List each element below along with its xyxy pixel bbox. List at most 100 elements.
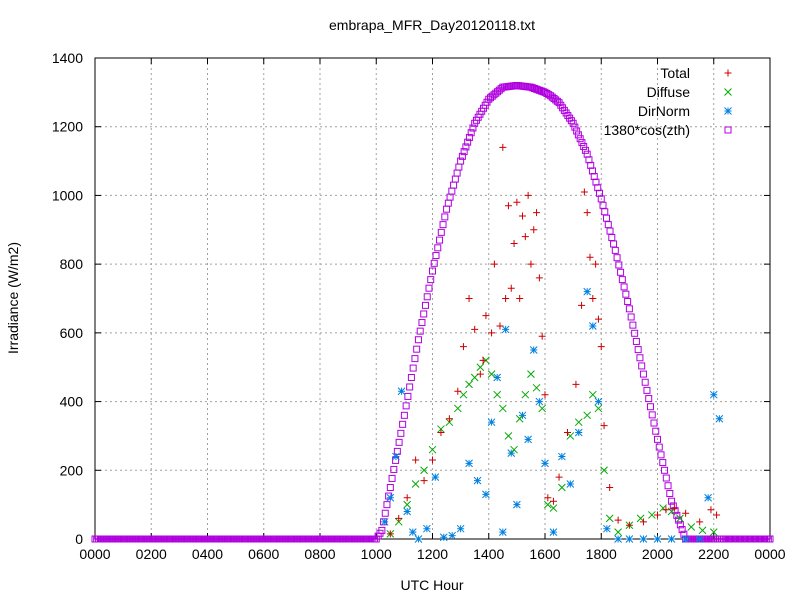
y-tick-label: 0 [75,531,83,547]
legend-label: Diffuse [647,84,691,100]
data-point [465,380,473,389]
data-point [444,199,452,207]
data-point [662,474,670,482]
data-point [549,497,557,505]
data-point [594,404,603,413]
data-point [574,428,583,437]
data-point [709,528,718,536]
data-point [594,315,602,323]
data-point [592,260,600,268]
x-tick-label: 0800 [304,546,335,562]
data-point [614,535,622,543]
data-point [664,482,672,490]
data-point [625,305,633,313]
series-layer [91,81,774,543]
y-tick-label: 200 [60,462,84,478]
x-tick-label: 0200 [136,546,167,562]
data-point [482,312,490,320]
data-point [459,343,467,351]
data-point [578,301,586,309]
x-tick-label: 1000 [361,546,392,562]
data-point [645,395,653,403]
data-point [519,212,526,220]
data-point [715,414,724,423]
data-point [653,535,662,543]
data-point [627,313,635,321]
data-point [498,404,507,413]
data-point [655,443,663,451]
data-point [636,354,644,362]
data-point [434,244,442,252]
data-point [507,284,515,292]
data-point [661,466,669,474]
data-point [704,493,712,502]
data-point [470,373,479,382]
data-point [515,414,524,423]
data-point [465,459,473,468]
y-tick-label: 1400 [52,50,83,66]
data-point [549,504,558,512]
y-tick-label: 1000 [52,187,83,203]
data-point [488,329,496,337]
data-point [670,504,678,512]
data-point [397,429,405,437]
data-point [597,343,605,351]
data-point [501,325,510,334]
data-point [574,418,583,427]
data-point [493,390,502,399]
data-point [454,387,462,395]
series-0 [386,143,721,538]
data-point [654,511,661,519]
data-point [608,234,616,242]
data-point [681,535,690,543]
data-point [453,404,462,413]
data-point [462,143,470,151]
data-point [403,500,412,509]
data-point [615,261,623,269]
data-point [437,228,445,236]
data-point [625,535,634,543]
data-point [431,473,440,482]
data-point [662,506,670,514]
data-point [605,514,614,523]
data-point [678,526,686,534]
data-point [541,459,549,468]
data-point [682,509,690,517]
data-point [482,490,490,499]
data-point [581,146,589,154]
data-point [430,259,438,267]
data-point [555,473,563,481]
data-point [624,298,632,306]
data-point [516,295,524,302]
data-point [420,466,428,475]
data-point [646,403,654,411]
data-point [638,362,646,370]
data-point [603,524,611,533]
data-point [707,506,715,514]
data-point [639,370,647,378]
data-point [392,452,400,461]
data-point [695,535,704,543]
data-point [476,370,484,378]
data-point [641,378,649,386]
data-point [459,390,468,399]
data-point [490,260,498,268]
grid-lines [95,58,770,539]
data-point [510,240,518,248]
x-tick-label: 0600 [248,546,279,562]
series-3 [91,81,774,543]
data-point [388,474,396,482]
data-point [496,322,504,330]
data-point [436,236,444,244]
data-point [393,447,401,455]
data-point [606,483,614,491]
data-point [583,411,592,420]
x-axis-label: UTC Hour [400,577,463,593]
x-tick-label: 1400 [473,546,504,562]
data-point [423,293,431,301]
data-point [657,451,665,459]
data-point [606,227,614,235]
data-point [418,319,426,327]
data-point [469,124,477,132]
data-point [588,390,597,399]
